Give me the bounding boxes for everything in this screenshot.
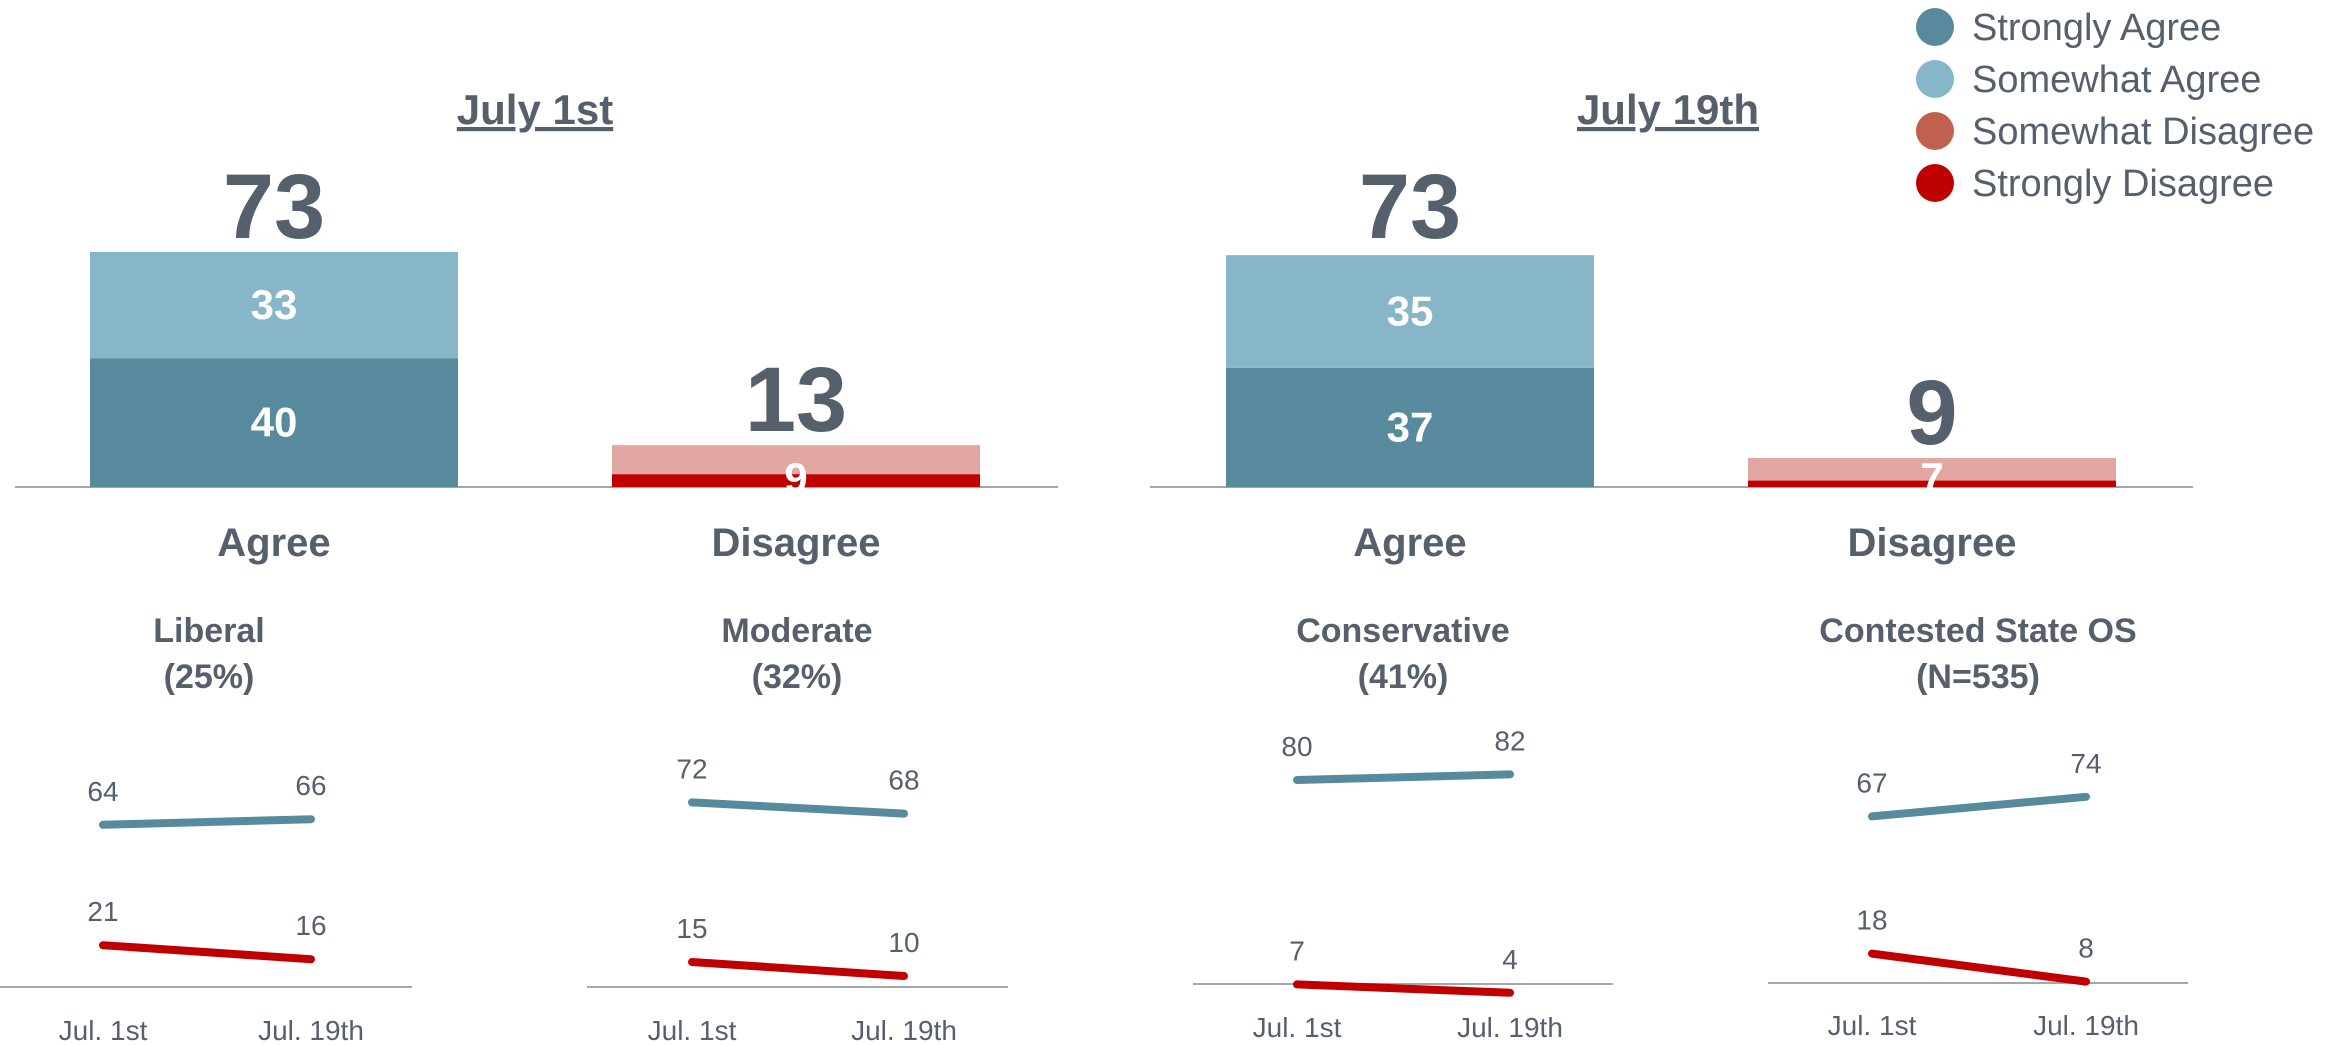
bar-total-label: 9 [1906, 362, 1957, 464]
bar-segment-label: 9 [784, 454, 807, 501]
line-x-tick-label: Jul. 19th [2033, 1010, 2139, 1041]
bar-total-label: 73 [1359, 156, 1461, 258]
line-point-label: 21 [87, 896, 118, 927]
legend-marker-3 [1916, 164, 1954, 202]
bar-segment-strongly-disagree [612, 474, 980, 487]
line-point-label: 7 [1289, 935, 1305, 966]
bar-segment-label: 40 [251, 399, 298, 446]
line-panel-title: Contested State OS [1819, 612, 2136, 650]
line-point-label: 18 [1856, 905, 1887, 936]
line-panel-subtitle: (25%) [164, 658, 255, 696]
bar-segment-strongly-agree [1226, 367, 1594, 487]
legend-label-2: Somewhat Disagree [1972, 111, 2314, 153]
line-point-label: 15 [676, 913, 707, 944]
line-series-agree [1293, 770, 1514, 784]
line-series-disagree [99, 941, 315, 964]
line-point-label: 66 [295, 770, 326, 801]
bar-segment-label: 33 [251, 281, 298, 328]
line-x-tick-label: Jul. 19th [1457, 1012, 1563, 1043]
bar-category-label: Agree [217, 521, 330, 565]
legend-marker-1 [1916, 60, 1954, 98]
legend-label-0: Strongly Agree [1972, 7, 2221, 49]
bar-segment-strongly-agree [90, 358, 458, 487]
line-panel-title: Conservative [1296, 612, 1510, 650]
line-series-agree [688, 798, 908, 818]
line-series-disagree [1293, 980, 1514, 997]
bar-segment-label: 37 [1387, 403, 1434, 450]
legend-label-3: Strongly Disagree [1972, 163, 2274, 205]
bar-category-label: Agree [1353, 521, 1466, 565]
line-point-label: 80 [1281, 731, 1312, 762]
line-series-disagree [688, 958, 908, 980]
line-panel-title: Moderate [721, 612, 872, 650]
legend-marker-0 [1916, 8, 1954, 46]
line-x-tick-label: Jul. 1st [59, 1015, 148, 1045]
bar-panel-title: July 1st [457, 86, 613, 133]
line-panel-subtitle: (32%) [752, 658, 843, 696]
line-panel-subtitle: (41%) [1358, 658, 1449, 696]
line-point-label: 82 [1494, 725, 1525, 756]
line-panel-title: Liberal [153, 612, 264, 650]
legend-marker-2 [1916, 112, 1954, 150]
bar-category-label: Disagree [712, 521, 881, 565]
bar-total-label: 73 [223, 156, 325, 258]
bar-segment-strongly-disagree [1748, 480, 2116, 487]
line-x-tick-label: Jul. 19th [258, 1015, 364, 1045]
line-series-agree [99, 815, 315, 829]
bar-segment-somewhat-agree [1226, 255, 1594, 368]
bar-segment-label: 7 [1920, 454, 1943, 501]
bar-segment-label: 35 [1387, 288, 1434, 335]
line-x-tick-label: Jul. 19th [851, 1015, 957, 1045]
line-panel-subtitle: (N=535) [1916, 658, 2040, 696]
line-point-label: 10 [888, 927, 919, 958]
bar-total-label: 13 [745, 349, 847, 451]
line-point-label: 67 [1856, 767, 1887, 798]
bar-panel-title: July 19th [1577, 86, 1759, 133]
line-series-disagree [1868, 949, 2090, 986]
bar-segment-somewhat-disagree [1748, 458, 2116, 481]
bar-segment-somewhat-agree [90, 251, 458, 359]
bar-category-label: Disagree [1848, 521, 2017, 565]
line-series-agree [1868, 792, 2090, 821]
line-point-label: 72 [676, 753, 707, 784]
line-x-tick-label: Jul. 1st [1828, 1010, 1917, 1041]
line-point-label: 64 [87, 776, 118, 807]
line-x-tick-label: Jul. 1st [648, 1015, 737, 1045]
line-point-label: 16 [295, 910, 326, 941]
line-point-label: 4 [1502, 944, 1518, 975]
line-point-label: 8 [2078, 933, 2094, 964]
legend-label-1: Somewhat Agree [1972, 59, 2261, 101]
line-x-tick-label: Jul. 1st [1253, 1012, 1342, 1043]
line-point-label: 68 [888, 765, 919, 796]
bar-segment-somewhat-disagree [612, 445, 980, 475]
line-point-label: 74 [2070, 748, 2101, 779]
